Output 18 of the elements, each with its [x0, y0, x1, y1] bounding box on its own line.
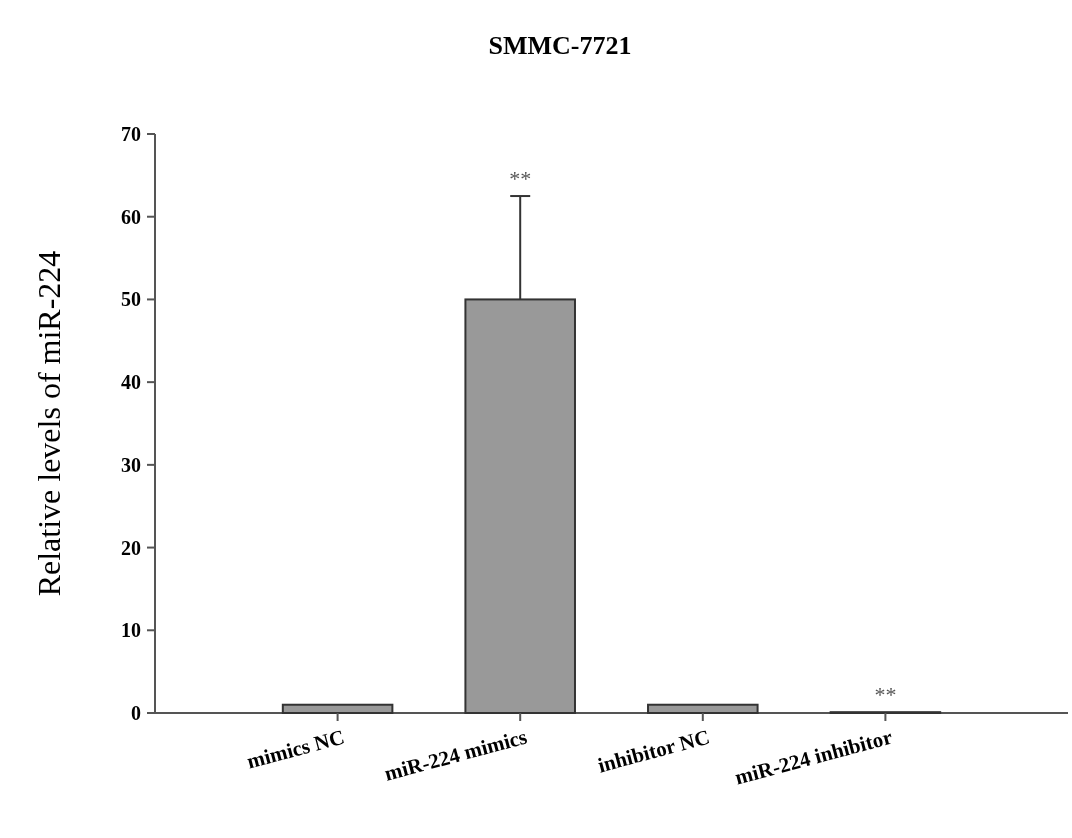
y-tick-label: 50	[121, 288, 141, 311]
x-tick-label: inhibitor NC	[595, 724, 713, 778]
y-tick-label: 0	[131, 702, 141, 724]
y-tick-label: 70	[121, 123, 141, 145]
chart-title: SMMC-7721	[488, 31, 632, 60]
y-tick-label: 30	[121, 453, 141, 476]
x-tick-label: miR-224 mimics	[381, 724, 530, 786]
x-tick-label: miR-224 inhibitor	[732, 724, 895, 790]
y-tick-label: 10	[121, 619, 141, 642]
y-axis-title: Relative levels of miR-224	[31, 250, 67, 597]
bar	[647, 703, 759, 714]
bar	[281, 703, 394, 714]
annotation: **	[874, 682, 897, 708]
y-tick-label: 60	[121, 205, 141, 228]
y-tick-label: 20	[121, 536, 141, 559]
annotation: **	[509, 166, 532, 192]
y-tick-label: 40	[121, 371, 141, 394]
x-tick-label: mimics NC	[244, 724, 347, 774]
